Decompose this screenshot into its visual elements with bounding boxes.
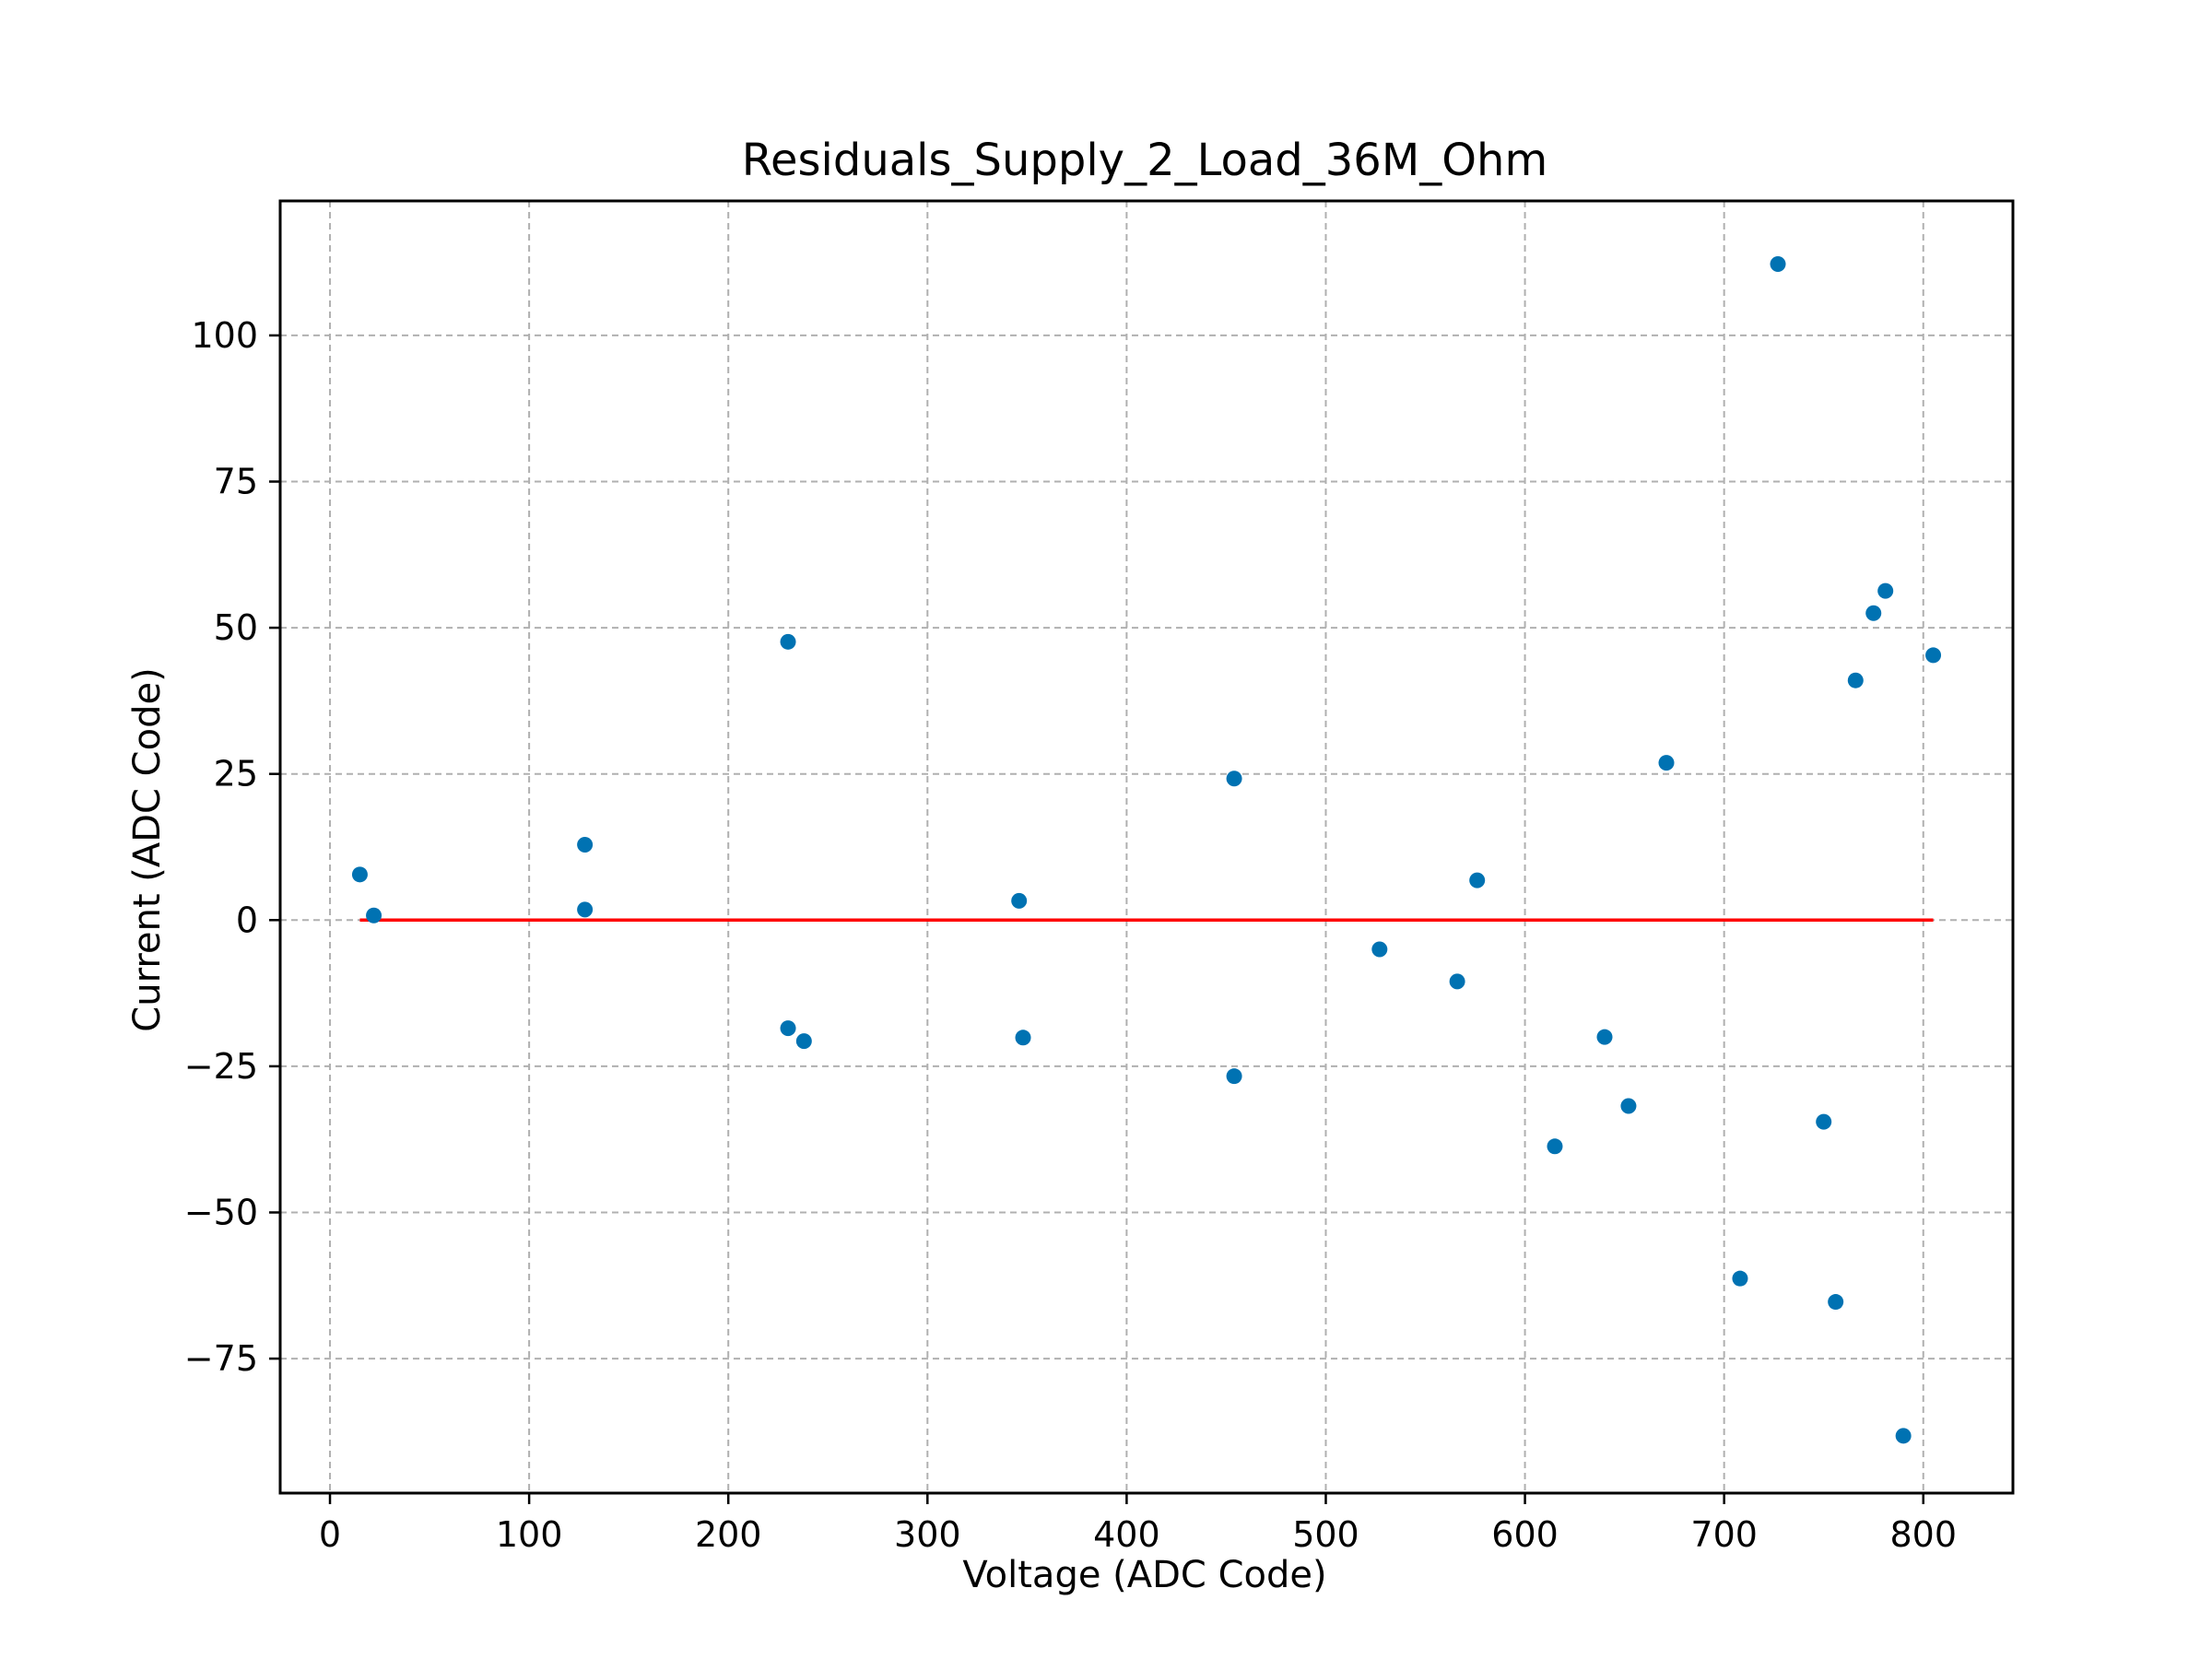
y-tick-label: −25: [184, 1046, 258, 1087]
x-tick-label: 500: [1292, 1514, 1359, 1555]
data-point: [1226, 771, 1242, 787]
x-tick-label: 700: [1690, 1514, 1758, 1555]
x-axis-label: Voltage (ADC Code): [962, 1554, 1326, 1596]
data-point: [1596, 1029, 1613, 1045]
y-axis-label: Current (ADC Code): [126, 667, 169, 1031]
data-point: [1925, 647, 1942, 664]
y-tick-label: 0: [236, 900, 258, 940]
tick-layer: 0 100 200 300 400 500 600 700 800 −75 −50 −25 0 25 50 7…: [184, 315, 1957, 1555]
y-tick-label: 50: [214, 607, 258, 648]
data-point: [1371, 941, 1388, 958]
data-point: [1658, 755, 1675, 771]
data-point: [1877, 582, 1894, 599]
x-tick-label: 600: [1491, 1514, 1559, 1555]
data-point: [366, 907, 382, 924]
data-point: [1847, 672, 1864, 688]
x-tick-label: 800: [1889, 1514, 1957, 1555]
y-tick-label: 100: [191, 315, 258, 356]
data-point: [1732, 1270, 1748, 1287]
x-tick-label: 400: [1093, 1514, 1160, 1555]
y-tick-label: −75: [184, 1338, 258, 1379]
data-point: [577, 901, 594, 918]
data-point: [1828, 1294, 1844, 1311]
y-tick-label: −50: [184, 1192, 258, 1232]
x-tick-label: 200: [695, 1514, 762, 1555]
y-tick-label: 75: [214, 462, 258, 502]
data-point: [780, 1020, 796, 1037]
data-point: [351, 866, 368, 883]
y-tick-label: 25: [214, 754, 258, 794]
plot-frame: [278, 199, 2015, 1495]
data-point: [1816, 1113, 1832, 1130]
x-tick-label: 300: [894, 1514, 961, 1555]
x-tick-label: 100: [496, 1514, 563, 1555]
data-point: [1449, 973, 1465, 990]
data-point: [1895, 1428, 1912, 1444]
data-point: [1011, 892, 1028, 909]
data-point: [1226, 1068, 1242, 1085]
data-point: [795, 1033, 812, 1050]
data-point: [1469, 872, 1486, 888]
data-point: [780, 633, 796, 650]
data-point: [1015, 1030, 1031, 1046]
chart-title: Residuals_Supply_2_Load_36M_Ohm: [742, 135, 1547, 186]
data-point: [1865, 605, 1882, 621]
data-point: [1770, 256, 1786, 273]
data-point: [1620, 1098, 1637, 1114]
data-points-layer: [351, 256, 1942, 1444]
data-point: [1547, 1138, 1563, 1155]
x-tick-label: 0: [319, 1514, 341, 1555]
data-point: [577, 836, 594, 853]
